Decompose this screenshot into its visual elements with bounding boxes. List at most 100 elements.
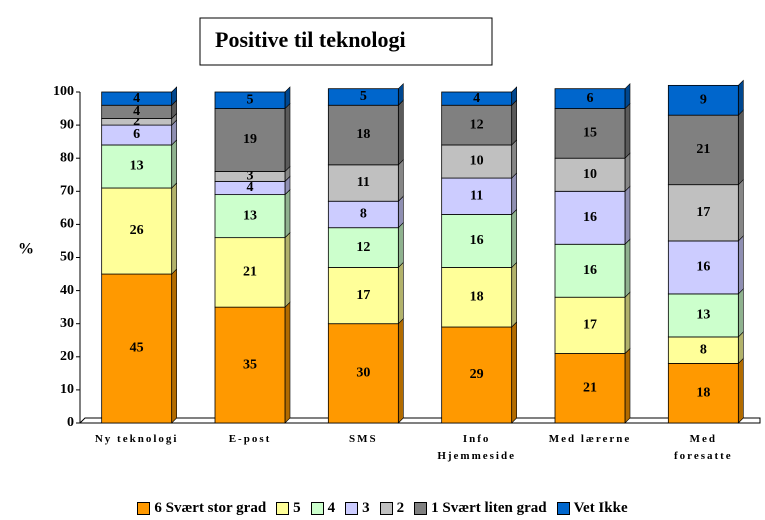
bar-side [624,291,631,355]
bar-segment [327,164,399,202]
value-label: 4 [133,91,140,106]
bar-segment [327,200,399,229]
bar-segment [667,84,739,116]
value-label: 26 [130,223,144,238]
bar-segment [214,91,286,109]
y-axis-label: % [18,241,34,258]
y-tick-label: 0 [67,415,74,430]
value-label: 29 [470,367,484,382]
bar-side [398,195,404,229]
bar-side [738,357,744,424]
value-label: 21 [583,380,597,395]
bar-segment [441,91,513,106]
legend-swatch [379,502,393,515]
x-tick-label: Med foresatte [673,433,733,462]
legend-item: 4 [310,500,335,517]
value-label: 35 [243,357,257,372]
legend-item: 3 [345,500,370,517]
bar-side [511,99,517,146]
legend-item: Vet Ikke [556,500,628,517]
bar-segment [327,104,399,166]
value-label: 9 [700,92,707,107]
value-label: 17 [356,288,370,303]
legend-item: 6 Svært stor grad [137,500,266,517]
bar-segment [667,184,739,242]
value-label: 16 [696,260,710,275]
value-label: 16 [470,233,484,248]
value-label: 16 [583,210,597,225]
bar-side [624,185,631,245]
bar-segment [327,267,399,325]
value-label: 8 [700,342,707,357]
value-label: 17 [583,318,597,333]
bar-side [284,301,291,424]
bar-side [284,231,291,308]
value-label: 5 [247,92,254,107]
bar-segment [327,323,399,424]
legend-label: 5 [293,500,301,516]
bar-side [511,261,517,328]
bar-side [738,235,744,295]
x-tick-label: SMS [349,433,378,445]
legend-label: 1 Svært liten grad [431,500,547,516]
bar-segment [101,273,173,424]
value-label: 6 [587,91,594,106]
bar-segment [327,88,399,106]
y-tick-label: 90 [60,117,74,132]
value-label: 5 [360,89,367,104]
bar-side [738,79,744,116]
y-tick-label: 50 [60,250,74,265]
value-label: 18 [470,289,484,304]
bar-segment [101,187,173,275]
bar-segment [667,240,739,295]
value-label: 8 [360,207,367,222]
value-label: 4 [133,104,140,119]
value-label: 2 [133,114,140,129]
value-label: 45 [130,341,144,356]
y-tick-label: 10 [60,382,74,397]
bar-segment [441,104,513,146]
bar-segment [214,237,286,308]
bar-segment [214,108,286,172]
y-tick-label: 70 [60,184,74,199]
legend-swatch [137,502,151,515]
bar-side [511,208,517,269]
bar-side [171,182,177,275]
y-tick-label: 40 [60,283,74,298]
value-label: 3 [247,169,254,184]
bar-side [511,321,517,424]
bar-segment [667,293,739,338]
value-label: 21 [696,142,710,157]
chart: Positive til teknologi % 0 10 20 30 40 50 60 70… [18,17,761,430]
legend-label: 2 [396,500,405,516]
bar-segment [441,177,513,215]
bar-side [511,172,517,216]
bar-segment [554,157,626,192]
bar-side [284,102,291,173]
value-label: 11 [470,188,483,203]
value-label: 10 [470,154,484,169]
bar-segment [101,144,173,189]
value-label: 13 [696,308,710,323]
bar-side [624,152,631,193]
value-label: 12 [356,240,370,255]
value-label: 19 [243,132,257,147]
bar-side [398,317,404,424]
legend-swatch [414,502,428,515]
y-tick-label: 100 [53,84,74,99]
y-tick-label: 20 [60,349,74,364]
legend-label: 3 [362,500,370,516]
bar-segment [214,306,286,424]
bar-side [738,288,744,338]
legend-swatch [345,502,359,515]
bar-side [284,188,291,239]
bar-segment [554,88,626,109]
value-label: 4 [473,91,480,106]
bar-side [398,159,404,202]
value-label: 6 [133,127,140,142]
value-label: 4 [247,180,254,195]
bar-segment [441,267,513,328]
floor [78,417,761,424]
bar-segment [554,353,626,424]
